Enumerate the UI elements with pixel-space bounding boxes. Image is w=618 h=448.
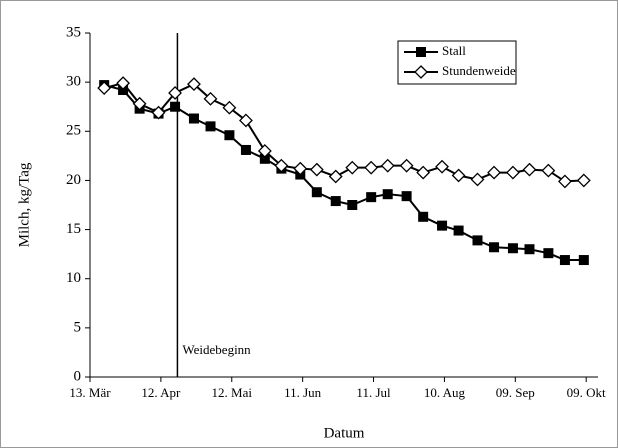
y-axis-label: Milch, kg/Tag (16, 162, 32, 247)
marker (576, 173, 591, 188)
marker (399, 158, 414, 173)
marker (239, 113, 253, 128)
legend-label: Stall (442, 43, 466, 58)
x-tick-label: 11. Jun (284, 385, 322, 400)
y-tick-label: 30 (66, 74, 81, 90)
marker (472, 235, 483, 246)
marker (437, 220, 448, 231)
marker (453, 225, 464, 236)
marker (347, 200, 358, 210)
marker (311, 187, 322, 198)
marker (524, 244, 535, 255)
y-tick-label: 0 (74, 368, 82, 384)
marker (382, 189, 393, 200)
marker (345, 160, 360, 175)
y-tick-label: 10 (66, 270, 81, 286)
x-tick-label: 12. Apr (141, 385, 181, 400)
marker (116, 76, 130, 91)
marker (416, 165, 431, 180)
y-tick-label: 15 (66, 221, 81, 237)
series-line (103, 81, 584, 183)
marker (418, 211, 429, 222)
marker (470, 172, 485, 187)
marker (414, 65, 428, 79)
marker (132, 96, 147, 111)
y-tick-label: 20 (66, 172, 81, 188)
marker (97, 81, 112, 95)
x-tick-label: 09. Sep (496, 385, 535, 400)
x-tick-label: 10. Aug (424, 385, 466, 400)
marker (364, 160, 379, 175)
marker (507, 243, 518, 254)
marker (257, 144, 272, 158)
marker (168, 86, 182, 100)
marker (578, 255, 589, 266)
marker (366, 192, 377, 203)
marker (558, 174, 572, 189)
marker (188, 113, 199, 124)
x-tick-label: 12. Mai (212, 385, 253, 400)
annotation-label: Weidebeginn (182, 342, 251, 357)
marker (330, 196, 341, 207)
marker (151, 105, 166, 120)
marker (451, 168, 466, 183)
x-tick-label: 13. Mär (69, 385, 111, 400)
marker (309, 162, 324, 177)
marker (559, 255, 570, 266)
marker (170, 101, 181, 112)
y-tick-label: 25 (66, 123, 81, 139)
x-axis-label: Datum (324, 425, 365, 441)
marker (328, 169, 343, 184)
marker (401, 191, 412, 202)
marker (240, 144, 251, 155)
marker (187, 77, 201, 92)
marker (522, 162, 537, 177)
marker (222, 100, 237, 115)
marker (205, 121, 216, 132)
marker (274, 158, 289, 173)
series-line (103, 84, 584, 262)
marker (435, 159, 449, 174)
marker (543, 248, 554, 259)
marker (380, 158, 395, 173)
legend-label: Stundenweide (442, 63, 516, 78)
marker (541, 163, 556, 178)
marker (224, 130, 235, 141)
marker (489, 242, 500, 253)
x-tick-label: 11. Jul (356, 385, 391, 400)
y-tick-label: 35 (66, 24, 81, 40)
y-tick-label: 5 (74, 319, 82, 335)
marker (259, 153, 270, 164)
marker (293, 161, 308, 176)
x-tick-label: 09. Okt (567, 385, 606, 400)
marker (506, 165, 520, 180)
marker (203, 91, 218, 106)
marker (416, 47, 426, 57)
marker (487, 165, 501, 180)
